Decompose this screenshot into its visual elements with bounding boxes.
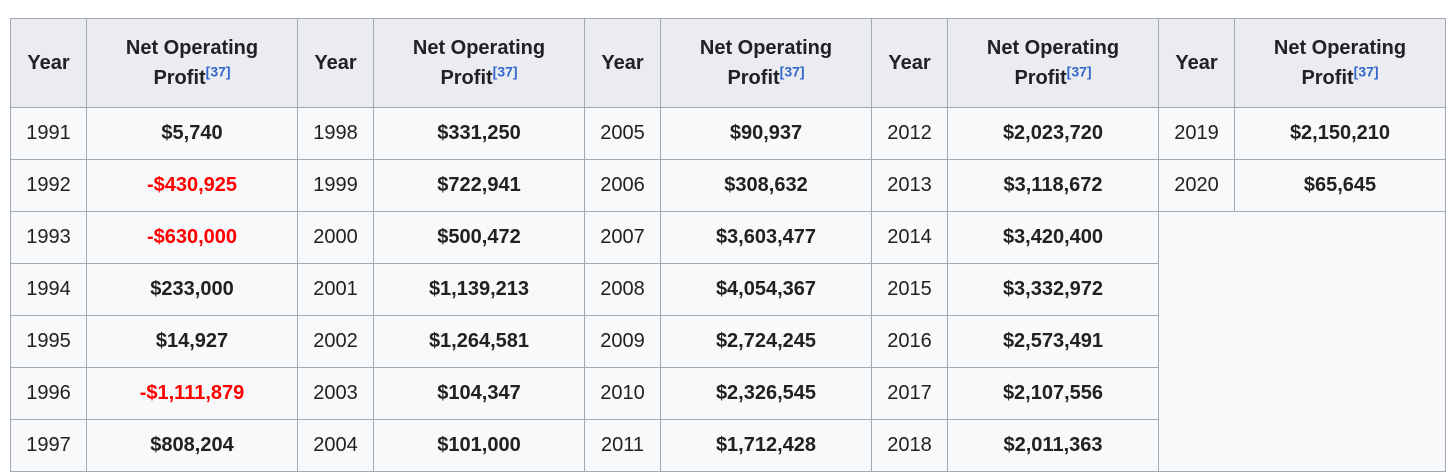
profit-cell: $331,250 [373, 107, 585, 160]
profit-cell: $2,107,556 [947, 367, 1159, 420]
year-cell: 2017 [871, 367, 948, 420]
year-cell: 1994 [10, 263, 87, 316]
year-cell: 1992 [10, 159, 87, 212]
year-cell: 2015 [871, 263, 948, 316]
year-cell: 2003 [297, 367, 374, 420]
year-cell: 1998 [297, 107, 374, 160]
citation-ref-link[interactable]: [37] [1066, 63, 1092, 80]
year-header: Year [297, 18, 374, 108]
year-cell: 1997 [10, 419, 87, 472]
profit-cell: $2,011,363 [947, 419, 1159, 472]
profit-cell: $2,326,545 [660, 367, 872, 420]
citation-ref-link[interactable]: [37] [1353, 63, 1379, 80]
profit-cell: $65,645 [1234, 159, 1446, 212]
table-row: 1993 -$630,000 2000 $500,472 2007 $3,603… [10, 211, 1446, 472]
table-row: 1991 $5,740 1998 $331,250 2005 $90,937 2… [10, 107, 1446, 160]
profit-header-label: Net Operating Profit [412, 37, 546, 89]
profit-header: Net Operating Profit[37] [947, 18, 1159, 108]
year-cell: 2009 [584, 315, 661, 368]
year-cell: 2012 [871, 107, 948, 160]
table-row: 1995 $14,927 2002 $1,264,581 2009 $2,724… [10, 315, 1446, 368]
year-cell: 2004 [297, 419, 374, 472]
profit-cell: -$1,111,879 [86, 367, 298, 420]
header-row: Year Net Operating Profit[37] Year Net O… [10, 18, 1446, 108]
empty-cell [1158, 211, 1446, 472]
profit-cell: $90,937 [660, 107, 872, 160]
profit-cell: $722,941 [373, 159, 585, 212]
profit-cell: $101,000 [373, 419, 585, 472]
year-header: Year [871, 18, 948, 108]
profit-cell: $2,023,720 [947, 107, 1159, 160]
citation-ref-link[interactable]: [37] [492, 63, 518, 80]
profit-cell: $3,420,400 [947, 211, 1159, 264]
year-cell: 2014 [871, 211, 948, 264]
profit-header: Net Operating Profit[37] [1234, 18, 1446, 108]
profit-cell: $3,118,672 [947, 159, 1159, 212]
profit-cell: -$430,925 [86, 159, 298, 212]
year-cell: 2019 [1158, 107, 1235, 160]
year-header: Year [1158, 18, 1235, 108]
profit-cell: $1,139,213 [373, 263, 585, 316]
profit-cell: $1,264,581 [373, 315, 585, 368]
citation-ref-link[interactable]: [37] [205, 63, 231, 80]
profit-cell: -$630,000 [86, 211, 298, 264]
citation-ref: [37] [493, 63, 518, 79]
year-cell: 2006 [584, 159, 661, 212]
net-operating-profit-table: Year Net Operating Profit[37] Year Net O… [10, 18, 1446, 472]
profit-header: Net Operating Profit[37] [660, 18, 872, 108]
profit-cell: $500,472 [373, 211, 585, 264]
profit-cell: $2,150,210 [1234, 107, 1446, 160]
year-cell: 1995 [10, 315, 87, 368]
profit-cell: $308,632 [660, 159, 872, 212]
profit-cell: $4,054,367 [660, 263, 872, 316]
table-row: 1997 $808,204 2004 $101,000 2011 $1,712,… [10, 419, 1446, 472]
year-cell: 2000 [297, 211, 374, 264]
year-cell: 2005 [584, 107, 661, 160]
table-row: 1996 -$1,111,879 2003 $104,347 2010 $2,3… [10, 367, 1446, 420]
profit-cell: $2,724,245 [660, 315, 872, 368]
year-cell: 2016 [871, 315, 948, 368]
year-cell: 2007 [584, 211, 661, 264]
profit-cell: $2,573,491 [947, 315, 1159, 368]
profit-header-label: Net Operating Profit [125, 37, 259, 89]
year-cell: 1996 [10, 367, 87, 420]
year-header: Year [584, 18, 661, 108]
year-cell: 2008 [584, 263, 661, 316]
profit-cell: $3,332,972 [947, 263, 1159, 316]
year-cell: 2010 [584, 367, 661, 420]
citation-ref: [37] [1067, 63, 1092, 79]
profit-header-label: Net Operating Profit [1273, 37, 1407, 89]
year-cell: 2013 [871, 159, 948, 212]
year-cell: 1993 [10, 211, 87, 264]
year-cell: 1999 [297, 159, 374, 212]
profit-header: Net Operating Profit[37] [373, 18, 585, 108]
profit-cell: $808,204 [86, 419, 298, 472]
year-cell: 2011 [584, 419, 661, 472]
profit-cell: $233,000 [86, 263, 298, 316]
citation-ref: [37] [206, 63, 231, 79]
profit-cell: $14,927 [86, 315, 298, 368]
table-row: 1994 $233,000 2001 $1,139,213 2008 $4,05… [10, 263, 1446, 316]
year-header: Year [10, 18, 87, 108]
citation-ref: [37] [780, 63, 805, 79]
year-cell: 1991 [10, 107, 87, 160]
citation-ref: [37] [1354, 63, 1379, 79]
year-cell: 2020 [1158, 159, 1235, 212]
table-row: 1992 -$430,925 1999 $722,941 2006 $308,6… [10, 159, 1446, 212]
profit-cell: $3,603,477 [660, 211, 872, 264]
year-cell: 2002 [297, 315, 374, 368]
profit-header-label: Net Operating Profit [699, 37, 833, 89]
year-cell: 2018 [871, 419, 948, 472]
profit-cell: $1,712,428 [660, 419, 872, 472]
profit-cell: $104,347 [373, 367, 585, 420]
profit-header-label: Net Operating Profit [986, 37, 1120, 89]
profit-cell: $5,740 [86, 107, 298, 160]
profit-header: Net Operating Profit[37] [86, 18, 298, 108]
year-cell: 2001 [297, 263, 374, 316]
citation-ref-link[interactable]: [37] [779, 63, 805, 80]
